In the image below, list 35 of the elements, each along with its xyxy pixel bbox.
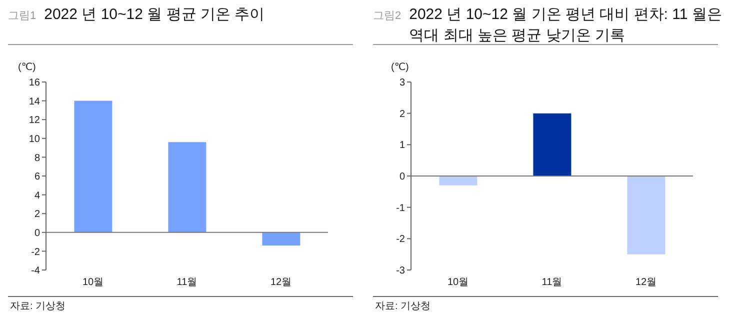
y-tick-label: -2 (396, 234, 406, 246)
x-tick-label: 12월 (270, 277, 292, 288)
x-tick-label: 11월 (542, 277, 562, 288)
y-axis-title: (℃) (18, 62, 36, 73)
y-tick-label: 4 (34, 190, 40, 202)
y-tick-label: 3 (399, 78, 406, 89)
y-tick-label: 8 (34, 152, 40, 164)
x-tick-label: 10월 (447, 277, 469, 288)
text: 자료: 기상청 (10, 300, 66, 313)
y-tick-label: 2 (399, 108, 406, 120)
y-tick-label: 12 (28, 115, 40, 126)
y-tick-label: 14 (28, 96, 40, 108)
text: 자료: 기상청 (375, 300, 431, 313)
chart-title: 2022 년 10~12 월 기온 평년 대비 편차: 11 월은 역대 최대 높은 평균 낮기온 기록 (409, 5, 723, 46)
chart-title: 2022 년 10~12 월 평균 기온 추이 (44, 5, 265, 25)
bar (168, 142, 206, 232)
bar (74, 100, 112, 232)
caption: 그림1 (8, 9, 36, 24)
y-tick-label: 0 (399, 172, 406, 183)
y-tick-label: 2 (34, 209, 40, 220)
y-tick-label: 0 (34, 228, 40, 239)
y-tick-label: -2 (31, 246, 40, 258)
y-tick-label: -3 (396, 266, 406, 277)
y-axis-title: (℃) (391, 62, 409, 73)
caption: 그림2 (373, 9, 402, 24)
x-tick-label: 12월 (635, 277, 657, 288)
y-tick-label: -1 (396, 202, 406, 214)
x-tick-label: 11월 (176, 277, 198, 288)
y-tick-label: 6 (34, 172, 40, 183)
y-tick-label: 16 (28, 78, 40, 89)
y-tick-label: 10 (28, 134, 40, 145)
x-tick-label: 10월 (82, 277, 104, 288)
bar (262, 232, 300, 246)
y-tick-label: -4 (31, 266, 40, 277)
y-tick-label: 1 (399, 140, 406, 152)
